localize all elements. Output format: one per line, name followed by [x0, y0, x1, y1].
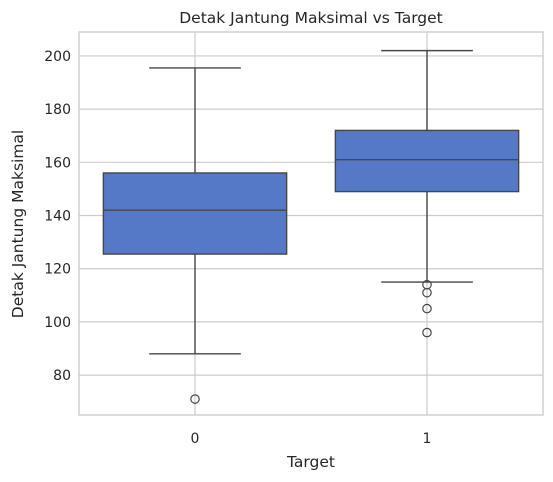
- y-tick-label-120: 120: [44, 262, 71, 278]
- y-tick-label-140: 140: [44, 209, 71, 225]
- y-tick-label-80: 80: [53, 368, 71, 384]
- x-tick-label-1: 1: [423, 431, 432, 447]
- plot-frame: [78, 31, 544, 416]
- y-tick-label-160: 160: [44, 155, 71, 171]
- box-0: [102, 172, 288, 255]
- y-tick-label-180: 180: [44, 102, 71, 118]
- outlier-point-0-0: [190, 394, 200, 404]
- box-plot-layer: [102, 49, 520, 404]
- box-1: [334, 129, 520, 193]
- x-tick-label-0: 0: [191, 431, 200, 447]
- outlier-point-1-1: [422, 287, 432, 298]
- outlier-point-1-2: [422, 303, 432, 314]
- y-tick-labels: 80 100 120 140 160 180 200: [44, 49, 71, 384]
- chart-title: Detak Jantung Maksimal vs Target: [179, 9, 443, 27]
- y-tick-label-100: 100: [44, 315, 71, 331]
- outlier-point-1-3: [422, 327, 432, 338]
- y-axis-label: Detak Jantung Maksimal: [9, 130, 27, 318]
- x-axis-label: Target: [286, 453, 335, 471]
- y-tick-label-200: 200: [44, 49, 71, 65]
